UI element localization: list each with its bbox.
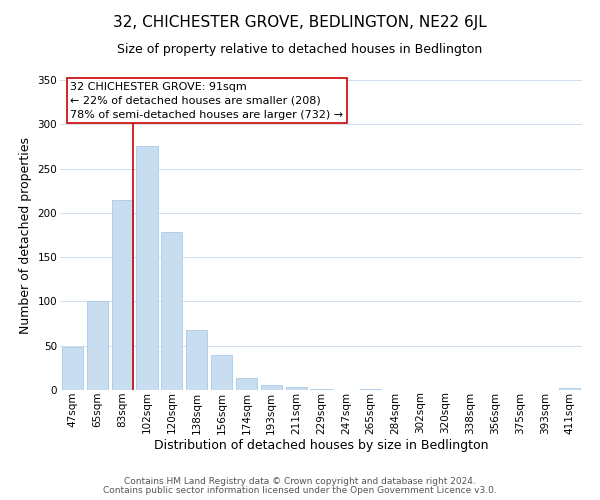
Bar: [186, 330, 207, 390]
Bar: [62, 348, 83, 390]
Text: Contains HM Land Registry data © Crown copyright and database right 2024.: Contains HM Land Registry data © Crown c…: [124, 477, 476, 486]
Bar: [236, 378, 257, 390]
Text: Contains public sector information licensed under the Open Government Licence v3: Contains public sector information licen…: [103, 486, 497, 495]
Bar: [261, 384, 282, 390]
Bar: [161, 232, 182, 390]
Bar: [360, 389, 381, 390]
Bar: [136, 146, 158, 390]
Text: Size of property relative to detached houses in Bedlington: Size of property relative to detached ho…: [118, 42, 482, 56]
Bar: [211, 354, 232, 390]
Text: 32, CHICHESTER GROVE, BEDLINGTON, NE22 6JL: 32, CHICHESTER GROVE, BEDLINGTON, NE22 6…: [113, 15, 487, 30]
Bar: [310, 389, 332, 390]
Y-axis label: Number of detached properties: Number of detached properties: [19, 136, 32, 334]
Bar: [286, 388, 307, 390]
Text: 32 CHICHESTER GROVE: 91sqm
← 22% of detached houses are smaller (208)
78% of sem: 32 CHICHESTER GROVE: 91sqm ← 22% of deta…: [70, 82, 344, 120]
Bar: [87, 302, 108, 390]
Bar: [559, 388, 580, 390]
X-axis label: Distribution of detached houses by size in Bedlington: Distribution of detached houses by size …: [154, 439, 488, 452]
Bar: [112, 200, 133, 390]
